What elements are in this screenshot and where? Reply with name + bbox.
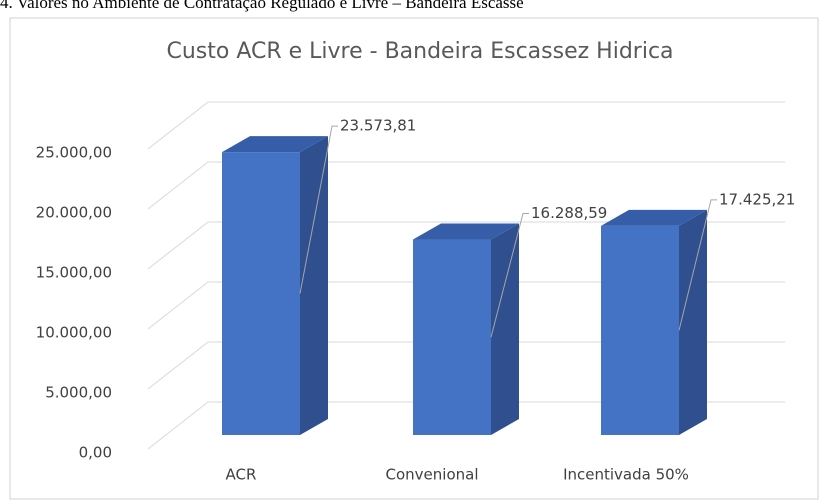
x-tick-label: ACR	[226, 466, 257, 484]
leader-line	[678, 199, 717, 331]
bar-top	[601, 209, 707, 226]
grid-line	[147, 161, 785, 210]
y-tick-label: 15.000,00	[36, 264, 112, 282]
bar	[222, 152, 300, 436]
grid-line	[147, 101, 785, 150]
bar-side	[679, 209, 707, 435]
data-label: 23.573,81	[340, 117, 416, 135]
y-tick-label: 0,00	[79, 444, 112, 462]
y-tick-label: 10.000,00	[36, 324, 112, 342]
leader-line	[299, 125, 338, 294]
leader-line	[490, 213, 529, 338]
x-tick-label: Convenional	[386, 466, 479, 484]
bar	[601, 225, 679, 435]
data-label: 17.425,21	[719, 190, 795, 208]
bar-top	[413, 223, 519, 240]
data-label: 16.288,59	[531, 204, 607, 222]
caption: 4. Valores no Ambiente de Contratação Re…	[0, 0, 524, 12]
y-tick-label: 5.000,00	[45, 384, 112, 402]
x-tick-label: Incentivada 50%	[563, 466, 689, 484]
chart-title: Custo ACR e Livre - Bandeira Escassez Hi…	[166, 39, 673, 64]
grid-line	[147, 401, 785, 450]
bar-top	[222, 136, 328, 153]
grid-line	[147, 341, 785, 390]
y-tick-label: 20.000,00	[36, 204, 112, 222]
bar-side	[491, 223, 519, 435]
grid-line	[147, 221, 785, 270]
bar-side	[300, 136, 328, 436]
grid-line	[147, 281, 785, 330]
y-tick-label: 25.000,00	[36, 144, 112, 162]
bar	[413, 239, 491, 435]
